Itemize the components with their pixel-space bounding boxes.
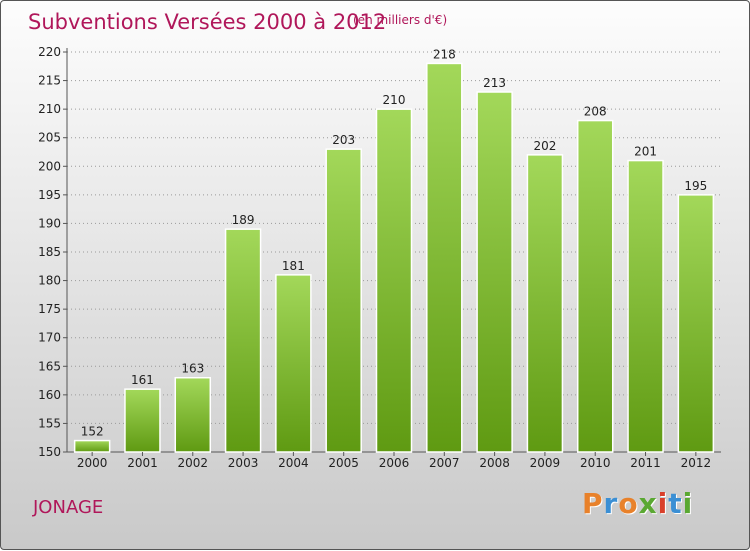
x-tick-label: 2004 [278,456,309,470]
bar-2012 [677,194,715,453]
y-tick-label: 170 [38,331,61,345]
bar-value-label: 218 [433,47,456,61]
bar-2007 [426,62,463,453]
bar-2009 [526,154,564,453]
y-tick-label: 210 [38,102,61,116]
x-tick-label: 2006 [379,456,410,470]
chart-title: Subventions Versées 2000 à 2012 [28,10,387,34]
location-label: JONAGE [33,497,104,518]
y-tick-label: 150 [38,445,61,459]
y-tick-label: 165 [38,359,61,373]
proxiti-logo: Proxiti [582,487,693,520]
bar-2005 [325,148,362,453]
bar-value-label: 189 [232,213,255,227]
logo-letter: x [638,487,658,520]
y-tick-label: 175 [38,302,61,316]
y-tick-label: 205 [38,131,61,145]
y-tick-label: 220 [38,45,61,59]
bar-2000 [73,439,111,453]
logo-letter: o [618,487,639,520]
x-tick-label: 2007 [429,456,460,470]
bar-2003 [224,228,262,453]
x-tick-label: 2002 [177,456,208,470]
bar-2011 [627,159,664,453]
y-tick-label: 160 [38,388,61,402]
y-tick-label: 200 [38,159,61,173]
y-tick-label: 190 [38,216,61,230]
bar-value-label: 152 [81,425,104,439]
logo-letter: i [682,487,694,520]
x-tick-label: 2000 [77,456,108,470]
bar-value-label: 203 [332,133,355,147]
bar-2006 [375,108,413,453]
bar-value-label: 210 [383,93,406,107]
logo-letter: P [582,487,604,520]
y-tick-label: 155 [38,416,61,430]
logo-letter: r [603,487,619,520]
bar-value-label: 161 [131,373,154,387]
bar-value-label: 208 [584,105,607,119]
y-tick-label: 185 [38,245,61,259]
bar-2008 [476,91,513,453]
bar-2010 [576,119,614,453]
bar-2002 [174,376,212,453]
bar-2004 [275,274,312,453]
bar-value-label: 195 [684,179,707,193]
logo-letter: t [668,487,683,520]
x-tick-label: 2005 [328,456,359,470]
x-tick-label: 2011 [630,456,661,470]
x-tick-label: 2012 [681,456,712,470]
bar-value-label: 202 [533,139,556,153]
chart-subtitle: (en milliers d'€) [353,13,448,27]
bar-value-label: 181 [282,259,305,273]
bar-value-label: 201 [634,145,657,159]
bar-2001 [124,388,161,453]
bar-value-label: 213 [483,76,506,90]
x-tick-label: 2001 [127,456,158,470]
x-tick-label: 2009 [530,456,561,470]
x-tick-label: 2010 [580,456,611,470]
x-tick-label: 2003 [228,456,259,470]
bar-value-label: 163 [181,362,204,376]
x-tick-label: 2008 [479,456,510,470]
logo-letter: i [657,487,669,520]
y-tick-label: 180 [38,274,61,288]
y-tick-label: 215 [38,74,61,88]
y-tick-label: 195 [38,188,61,202]
